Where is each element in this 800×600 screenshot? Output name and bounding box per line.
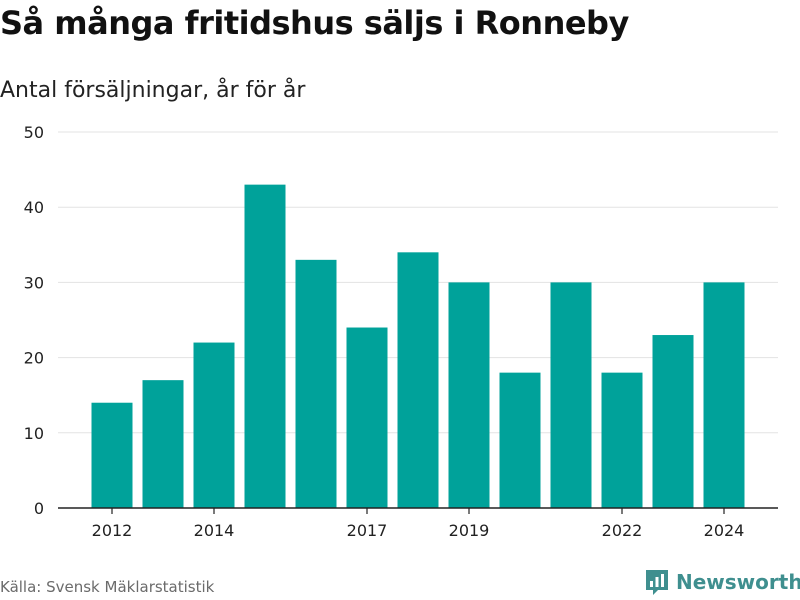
x-tick-label: 2022 xyxy=(602,521,643,540)
y-tick-label: 30 xyxy=(24,273,44,292)
y-tick-label: 50 xyxy=(24,123,44,142)
y-axis-ticks: 0 10 20 30 40 50 xyxy=(24,123,44,518)
bar xyxy=(91,402,133,508)
source-note: Källa: Svensk Mäklarstatistik xyxy=(0,578,215,596)
y-tick-label: 10 xyxy=(24,424,44,443)
bar xyxy=(346,327,388,508)
bar xyxy=(193,342,235,508)
bar xyxy=(448,282,490,508)
bar xyxy=(397,252,439,508)
bar xyxy=(244,184,286,508)
chart-title: Så många fritidshus säljs i Ronneby xyxy=(0,4,629,42)
x-tick-label: 2024 xyxy=(704,521,745,540)
chart-subtitle: Antal försäljningar, år för år xyxy=(0,78,306,103)
brand-logo: Newsworthy xyxy=(644,568,800,596)
y-tick-label: 20 xyxy=(24,349,44,368)
bar xyxy=(601,372,643,508)
bar xyxy=(295,259,337,508)
y-tick-label: 0 xyxy=(34,499,44,518)
brand-name: Newsworthy xyxy=(676,570,800,594)
x-tick-label: 2019 xyxy=(449,521,490,540)
x-tick-label: 2017 xyxy=(347,521,388,540)
bar xyxy=(550,282,592,508)
x-tick-label: 2014 xyxy=(194,521,235,540)
y-tick-label: 40 xyxy=(24,198,44,217)
newsworthy-logo-icon xyxy=(646,570,668,595)
bar xyxy=(499,372,541,508)
bar xyxy=(142,380,184,508)
bar xyxy=(703,282,745,508)
bar-chart: 0 10 20 30 40 50 2012 2014 2017 2019 2022 2024 xyxy=(24,123,778,540)
x-axis-ticks: 2012 2014 2017 2019 2022 2024 xyxy=(92,508,745,540)
x-tick-label: 2012 xyxy=(92,521,133,540)
bars xyxy=(91,184,745,508)
bar xyxy=(652,335,694,508)
